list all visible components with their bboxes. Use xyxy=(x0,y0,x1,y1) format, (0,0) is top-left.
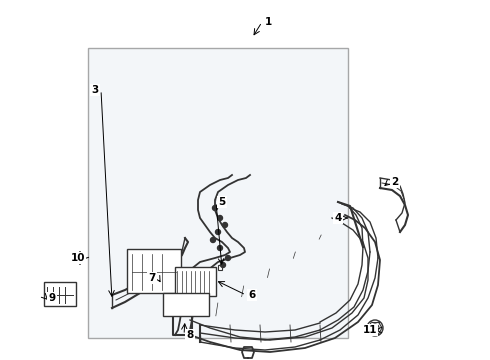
Text: 1: 1 xyxy=(265,17,271,27)
Text: 4: 4 xyxy=(334,213,342,223)
Circle shape xyxy=(213,206,218,211)
Text: 6: 6 xyxy=(248,290,256,300)
Bar xyxy=(218,265,222,270)
Circle shape xyxy=(218,216,222,220)
Text: 9: 9 xyxy=(49,293,55,303)
Text: 10: 10 xyxy=(71,253,85,263)
FancyBboxPatch shape xyxy=(44,282,76,306)
Text: 11: 11 xyxy=(363,325,377,335)
Circle shape xyxy=(218,246,222,251)
Circle shape xyxy=(216,230,220,234)
Circle shape xyxy=(218,198,222,202)
Text: 3: 3 xyxy=(91,85,98,95)
Circle shape xyxy=(222,222,227,228)
FancyBboxPatch shape xyxy=(174,266,216,296)
Text: 8: 8 xyxy=(186,330,194,340)
Text: 5: 5 xyxy=(219,197,225,207)
FancyBboxPatch shape xyxy=(88,48,348,338)
Circle shape xyxy=(220,262,225,267)
Circle shape xyxy=(225,256,230,261)
FancyBboxPatch shape xyxy=(163,292,209,315)
Text: 2: 2 xyxy=(392,177,399,187)
FancyBboxPatch shape xyxy=(127,249,181,293)
Circle shape xyxy=(211,238,216,243)
Text: 7: 7 xyxy=(148,273,156,283)
